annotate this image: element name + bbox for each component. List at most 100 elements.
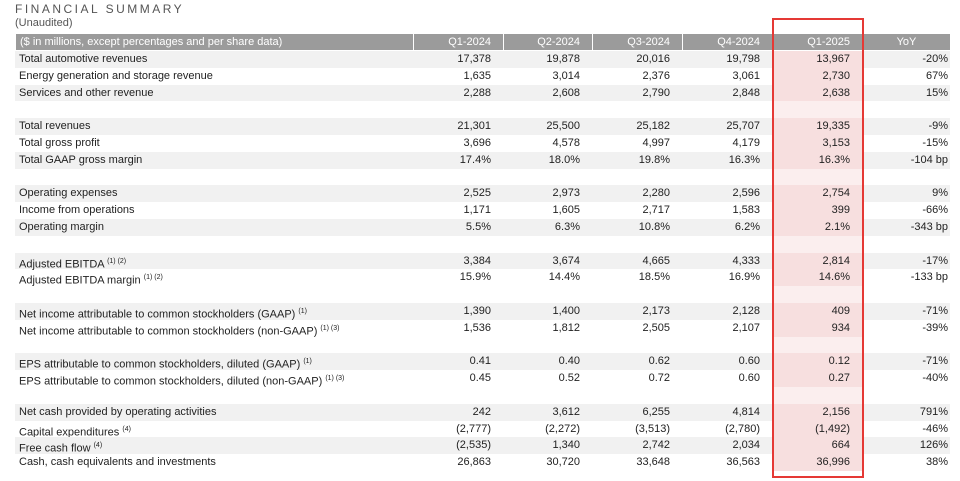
cell-value: 15%	[925, 86, 948, 99]
cell-value: 1,340	[552, 439, 580, 452]
cell-value: -9%	[928, 120, 948, 133]
spacer-pink	[772, 336, 862, 354]
cell-value: 3,696	[463, 137, 491, 149]
cell-value: 17.4%	[459, 153, 491, 166]
cell-value: 14.4%	[548, 271, 580, 284]
cell-value: 16.3%	[728, 153, 760, 166]
label-text: Income from operations	[19, 204, 135, 217]
column-header: Q1-2025	[772, 34, 862, 50]
cell-value: 19,878	[546, 53, 580, 65]
footnote-ref: (4)	[93, 442, 103, 450]
cell-value: (3,513)	[635, 422, 670, 435]
cell-value: 30,720	[546, 456, 580, 469]
cell-value: 2,505	[642, 321, 670, 334]
column-header: Q3-2024	[592, 34, 682, 50]
highlight-box	[772, 18, 864, 478]
cell-value: 1,171	[463, 204, 491, 217]
cell-value: -39%	[922, 321, 948, 334]
row-label: Net cash provided by operating activitie…	[19, 404, 217, 421]
cell-value: 0.60	[738, 355, 760, 368]
label-text: Net income attributable to common stockh…	[19, 308, 296, 321]
cell-value: (2,777)	[456, 422, 491, 435]
cell-value: (2,780)	[725, 422, 760, 435]
column-header: Q2-2024	[503, 34, 592, 50]
spacer-pink	[772, 235, 862, 253]
cell-value: 6,255	[642, 405, 670, 418]
cell-value: 664	[772, 437, 862, 455]
cell-value: 4,814	[732, 405, 760, 418]
cell-value: (2,272)	[545, 422, 580, 435]
cell-value: 18.5%	[638, 271, 670, 284]
footnote-ref: (4)	[122, 425, 131, 433]
row-label: Operating margin	[19, 219, 104, 236]
label-text: Total GAAP gross margin	[19, 153, 143, 166]
label-text: Cash, cash equivalents and investments	[19, 456, 216, 469]
label-text: Services and other revenue	[19, 86, 154, 99]
row-label: Capital expenditures (4)	[19, 421, 131, 439]
label-text: Energy generation and storage revenue	[19, 69, 213, 82]
cell-value: 36,996	[772, 454, 862, 472]
cell-value: 6.3%	[554, 221, 580, 233]
cell-value: 4,578	[552, 137, 580, 149]
cell-value: 2,107	[732, 321, 760, 334]
cell-value: -66%	[922, 204, 948, 217]
spacer-pink	[772, 101, 862, 119]
cell-value: -104 bp	[910, 153, 948, 166]
cell-value: 15.9%	[459, 271, 491, 284]
column-header: ($ in millions, except percentages and p…	[15, 34, 413, 50]
cell-value: 13,967	[772, 51, 862, 68]
cell-value: 2,128	[732, 305, 760, 317]
footnote-ref: (1) (2)	[143, 274, 163, 282]
label-text: Capital expenditures	[19, 426, 120, 439]
row-label: Income from operations	[19, 202, 135, 219]
cell-value: 4,665	[642, 254, 670, 267]
row-label: Operating expenses	[19, 185, 117, 202]
cell-value: -20%	[922, 53, 948, 65]
cell-value: 21,301	[457, 120, 491, 133]
cell-value: 409	[772, 303, 862, 320]
cell-value: 19.8%	[638, 153, 670, 166]
column-header: Q4-2024	[682, 34, 772, 50]
cell-value: -17%	[922, 254, 948, 267]
column-header: YoY	[862, 34, 950, 50]
row-label: Adjusted EBITDA margin (1) (2)	[19, 269, 163, 287]
cell-value: 2,754	[772, 185, 862, 203]
cell-value: -71%	[922, 305, 948, 317]
cell-value: 2,730	[772, 67, 862, 85]
row-background	[15, 185, 950, 203]
cell-value: 1,812	[552, 321, 580, 334]
cell-value: 0.27	[772, 370, 862, 388]
cell-value: 6.2%	[734, 221, 760, 233]
label-text: Net income attributable to common stockh…	[19, 325, 318, 338]
row-background	[15, 51, 950, 68]
title: FINANCIAL SUMMARY	[15, 2, 185, 16]
cell-value: 33,648	[636, 456, 670, 469]
cell-value: 2,973	[552, 187, 580, 200]
label-text: Adjusted EBITDA	[19, 258, 104, 271]
row-label: Services and other revenue	[19, 85, 154, 102]
label-text: Total automotive revenues	[19, 53, 148, 65]
cell-value: 3,014	[552, 69, 580, 82]
cell-value: 934	[772, 319, 862, 337]
cell-value: 1,536	[463, 321, 491, 334]
cell-value: -40%	[922, 372, 948, 385]
cell-value: 0.52	[558, 372, 580, 385]
subtitle: (Unaudited)	[15, 17, 73, 29]
cell-value: 0.41	[469, 355, 491, 368]
cell-value: 4,997	[642, 137, 670, 149]
cell-value: 1,605	[552, 204, 580, 217]
row-label: Cash, cash equivalents and investments	[19, 454, 216, 471]
cell-value: -343 bp	[910, 221, 948, 233]
footnote-ref: (1)	[298, 308, 307, 315]
cell-value: 16.3%	[772, 151, 862, 169]
label-text: Total gross profit	[19, 137, 100, 149]
cell-value: 2.1%	[772, 219, 862, 236]
cell-value: 1,635	[463, 69, 491, 82]
row-label: Net income attributable to common stockh…	[19, 303, 307, 321]
row-background	[15, 403, 950, 421]
row-label: Total GAAP gross margin	[19, 152, 142, 169]
cell-value: 36,563	[726, 456, 760, 469]
footnote-ref: (1) (2)	[107, 257, 127, 265]
cell-value: 25,500	[546, 120, 580, 133]
row-label: EPS attributable to common stockholders,…	[19, 353, 312, 371]
